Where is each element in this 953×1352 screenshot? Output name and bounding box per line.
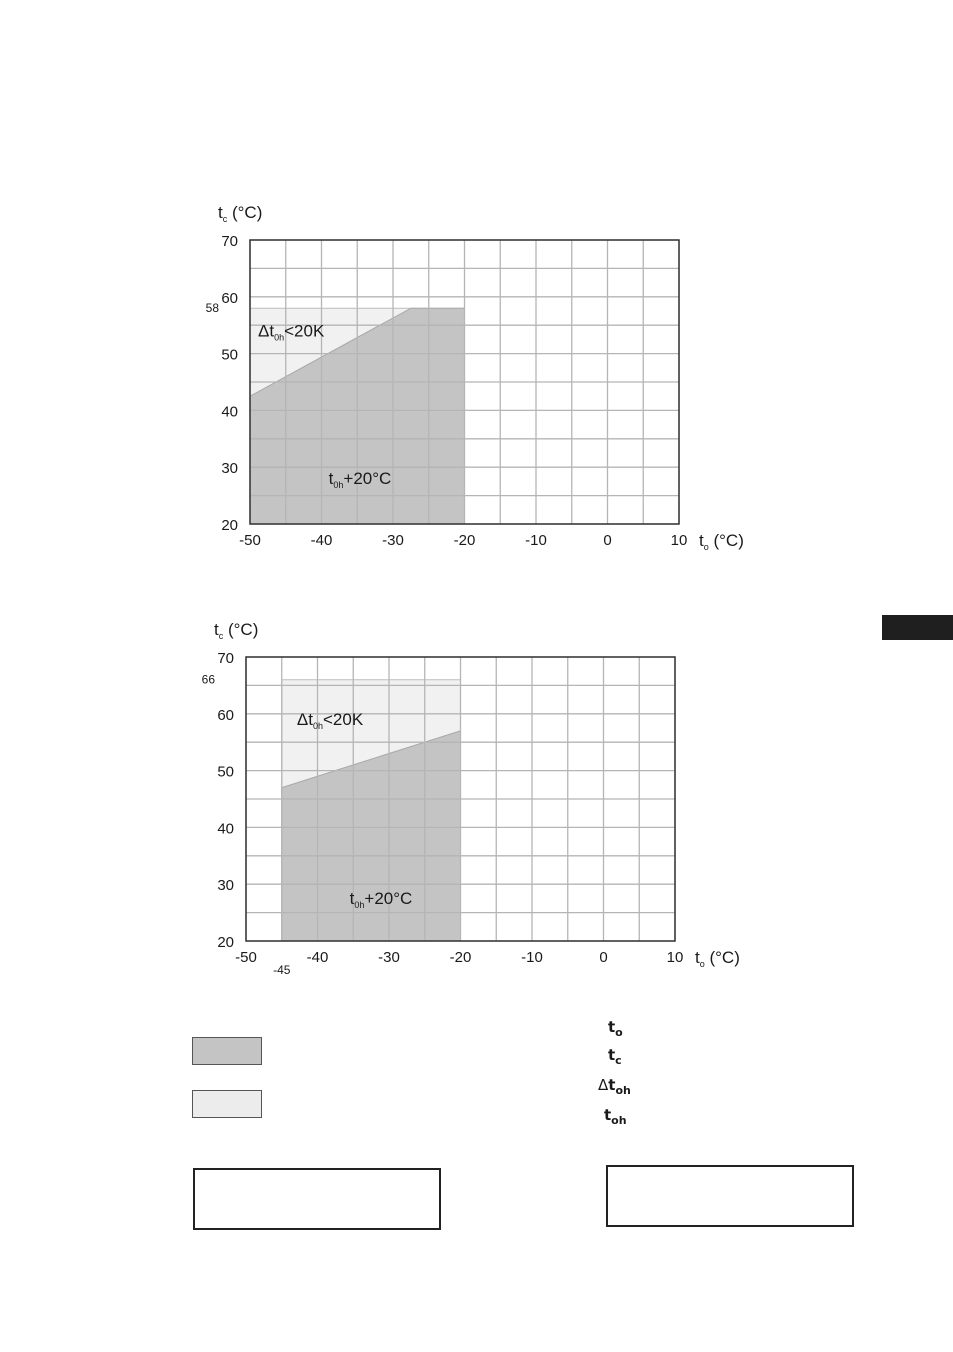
x-tick-label: 10: [671, 532, 688, 549]
extra-y-label: 66: [202, 673, 216, 687]
x-tick-label: -50: [235, 949, 257, 966]
x-tick-label: -50: [239, 532, 261, 549]
y-tick-label: 50: [217, 764, 234, 781]
symbol-to: to: [608, 1018, 623, 1039]
y-tick-label: 50: [221, 347, 238, 364]
y-tick-label: 40: [221, 403, 238, 420]
x-tick-label: -10: [521, 949, 543, 966]
plot-frame: [249, 239, 680, 525]
region-label-upper: Δt0h<20K: [258, 322, 325, 343]
extra-x-label: -45: [273, 963, 291, 977]
region-label-lower: t0h+20°C: [350, 889, 413, 910]
x-tick-label: -40: [307, 949, 329, 966]
x-tick-label: -10: [525, 532, 547, 549]
symbol-delta-toh: Δtoh: [598, 1076, 631, 1097]
region-label-lower: t0h+20°C: [329, 469, 392, 490]
region-label-upper: Δt0h<20K: [297, 710, 364, 731]
x-tick-label: 10: [667, 949, 684, 966]
y-tick-label: 30: [221, 460, 238, 477]
x-axis-label: to (°C): [695, 948, 740, 969]
legend-swatch-dark: [192, 1037, 262, 1065]
x-tick-label: 0: [599, 949, 607, 966]
y-tick-label: 40: [217, 820, 234, 837]
chart-1: -50 -40 -30 -20 -10 0 10 20 30 40 50 60 70 58 tc (°C) t…: [206, 203, 744, 552]
x-tick-label: -30: [378, 949, 400, 966]
y-axis-label: tc (°C): [218, 203, 262, 224]
y-tick-label: 30: [217, 877, 234, 894]
extra-y-label: 58: [206, 301, 220, 315]
section-tab-marker: [882, 615, 953, 640]
note-box-right: [606, 1165, 854, 1227]
x-tick-label: -20: [450, 949, 472, 966]
note-box-left: [193, 1168, 441, 1230]
y-tick-label: 20: [217, 934, 234, 951]
x-tick-label: -40: [311, 532, 333, 549]
x-tick-label: 0: [603, 532, 611, 549]
y-tick-label: 60: [221, 290, 238, 307]
x-tick-label: -30: [382, 532, 404, 549]
x-axis-label: to (°C): [699, 531, 744, 552]
symbol-tc: tc: [608, 1046, 622, 1067]
y-tick-label: 70: [221, 233, 238, 250]
y-axis-label: tc (°C): [214, 620, 258, 641]
legend-swatch-light: [192, 1090, 262, 1118]
plot-frame: [245, 656, 676, 942]
y-tick-label: 60: [217, 707, 234, 724]
y-tick-label: 20: [221, 517, 238, 534]
x-tick-label: -20: [454, 532, 476, 549]
symbol-toh: toh: [604, 1106, 627, 1127]
y-tick-label: 70: [217, 650, 234, 667]
